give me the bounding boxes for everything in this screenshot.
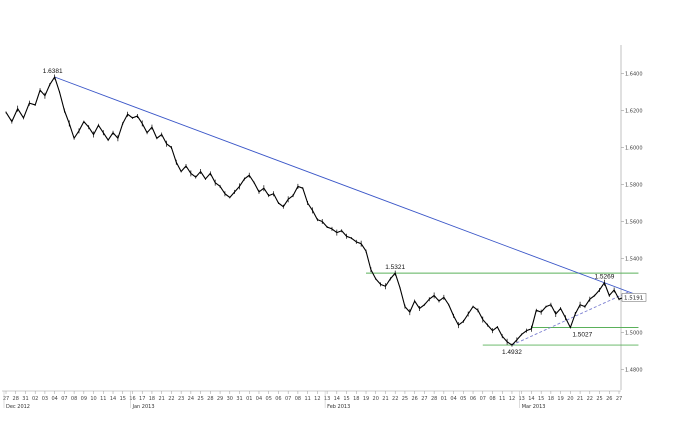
x-tick-label: 19 xyxy=(557,396,563,402)
x-tick-label: 31 xyxy=(22,396,28,402)
x-tick-label: 04 xyxy=(450,396,456,402)
month-label: Feb 2013 xyxy=(327,404,350,410)
x-tick-label: 14 xyxy=(528,396,534,402)
x-tick-label: 28 xyxy=(207,396,213,402)
x-tick-label: 25 xyxy=(197,396,203,402)
x-tick-label: 27 xyxy=(421,396,427,402)
x-tick-label: 15 xyxy=(120,396,126,402)
x-tick-label: 01 xyxy=(246,396,252,402)
x-tick-label: 27 xyxy=(3,396,9,402)
x-tick-label: 11 xyxy=(100,396,106,402)
x-tick-label: 16 xyxy=(129,396,135,402)
x-tick-label: 07 xyxy=(480,396,486,402)
price-annotation: 1.5027 xyxy=(572,332,592,339)
x-tick-label: 22 xyxy=(168,396,174,402)
x-tick-label: 11 xyxy=(304,396,310,402)
price-annotation: 1.6381 xyxy=(43,68,63,75)
x-tick-label: 03 xyxy=(42,396,48,402)
x-tick-label: 21 xyxy=(577,396,583,402)
x-tick-label: 28 xyxy=(431,396,437,402)
x-tick-label: 25 xyxy=(596,396,602,402)
plot-area: 1.48001.50001.52001.54001.56001.58001.60… xyxy=(2,45,647,410)
trendline-resistance xyxy=(54,76,639,296)
last-price-box xyxy=(621,293,647,302)
x-tick-label: 20 xyxy=(567,396,573,402)
y-tick-label: 1.5000 xyxy=(625,331,643,337)
x-tick-label: 27 xyxy=(616,396,622,402)
x-tick-label: 05 xyxy=(460,396,466,402)
x-tick-label: 15 xyxy=(343,396,349,402)
x-tick-label: 02 xyxy=(32,396,38,402)
x-tick-label: 06 xyxy=(470,396,476,402)
x-tick-label: 08 xyxy=(295,396,301,402)
x-tick-label: 05 xyxy=(266,396,272,402)
x-tick-label: 23 xyxy=(178,396,184,402)
x-tick-label: 26 xyxy=(606,396,612,402)
x-tick-label: 09 xyxy=(81,396,87,402)
price-annotation: 1.5321 xyxy=(385,264,405,271)
x-tick-label: 22 xyxy=(587,396,593,402)
x-tick-label: 13 xyxy=(324,396,330,402)
x-tick-label: 04 xyxy=(51,396,57,402)
x-tick-label: 29 xyxy=(217,396,223,402)
x-tick-label: 04 xyxy=(256,396,262,402)
price-series-line xyxy=(5,76,625,346)
x-tick-label: 13 xyxy=(519,396,525,402)
month-label: Jan 2013 xyxy=(131,404,154,410)
x-tick-label: 28 xyxy=(13,396,19,402)
x-tick-label: 12 xyxy=(509,396,515,402)
month-label: Dec 2012 xyxy=(6,404,30,410)
x-tick-label: 24 xyxy=(188,396,194,402)
y-tick-label: 1.6200 xyxy=(625,109,643,115)
x-tick-label: 30 xyxy=(227,396,233,402)
x-tick-label: 06 xyxy=(275,396,281,402)
x-tick-label: 08 xyxy=(71,396,77,402)
price-annotation: 1.5269 xyxy=(594,274,614,281)
x-tick-label: 26 xyxy=(411,396,417,402)
x-tick-label: 14 xyxy=(334,396,340,402)
last-price-label: 1.5191 xyxy=(624,295,643,301)
x-tick-label: 14 xyxy=(110,396,116,402)
x-tick-label: 21 xyxy=(158,396,164,402)
y-tick-label: 1.6400 xyxy=(625,72,643,78)
x-tick-label: 10 xyxy=(90,396,96,402)
x-tick-label: 01 xyxy=(441,396,447,402)
x-tick-label: 22 xyxy=(392,396,398,402)
x-tick-label: 12 xyxy=(314,396,320,402)
x-tick-label: 15 xyxy=(538,396,544,402)
y-tick-label: 1.4800 xyxy=(625,368,643,374)
x-tick-label: 21 xyxy=(382,396,388,402)
x-tick-label: 31 xyxy=(236,396,242,402)
price-annotation: 1.4932 xyxy=(502,349,522,356)
x-tick-label: 17 xyxy=(139,396,145,402)
x-tick-label: 20 xyxy=(373,396,379,402)
y-tick-label: 1.5600 xyxy=(625,220,643,226)
x-tick-label: 19 xyxy=(363,396,369,402)
x-tick-label: 25 xyxy=(402,396,408,402)
trendline-support xyxy=(511,291,629,346)
x-tick-label: 08 xyxy=(489,396,495,402)
y-tick-label: 1.6000 xyxy=(625,146,643,152)
x-tick-label: 18 xyxy=(149,396,155,402)
month-label: Mar 2013 xyxy=(522,404,546,410)
y-tick-label: 1.5800 xyxy=(625,183,643,189)
x-tick-label: 18 xyxy=(548,396,554,402)
y-tick-label: 1.5400 xyxy=(625,257,643,263)
x-tick-label: 18 xyxy=(353,396,359,402)
x-tick-label: 07 xyxy=(285,396,291,402)
x-tick-label: 07 xyxy=(61,396,67,402)
x-tick-label: 11 xyxy=(499,396,505,402)
